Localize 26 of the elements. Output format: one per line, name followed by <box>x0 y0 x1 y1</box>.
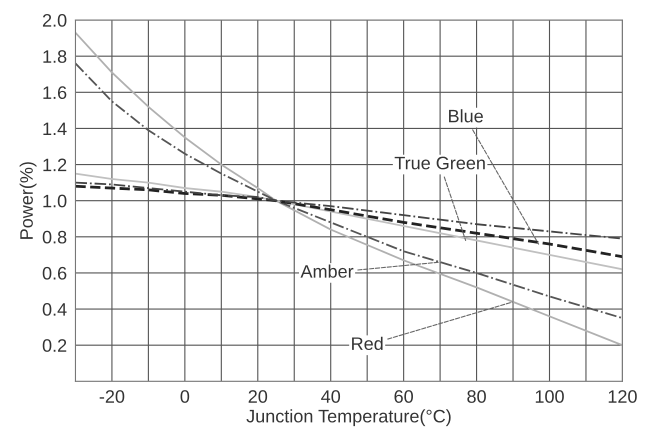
x-tick-label: 0 <box>180 390 190 403</box>
annotation: True Green <box>394 156 485 170</box>
annotation: Amber <box>300 264 354 278</box>
y-axis-title: Power(%) <box>20 162 36 239</box>
y-tick-label: 1.2 <box>43 158 66 172</box>
x-tick-label: -20 <box>100 390 124 403</box>
y-tick-label: 0.8 <box>42 230 66 244</box>
x-tick-label: 80 <box>467 390 486 403</box>
x-tick-label: 120 <box>608 390 637 403</box>
y-tick-label: 1.8 <box>43 50 66 63</box>
y-tick-label: 1.4 <box>43 122 67 135</box>
y-tick-label: 1.6 <box>43 86 66 100</box>
y-tick-label: 0.4 <box>42 303 67 316</box>
x-tick-label: 100 <box>536 390 564 403</box>
annotation: Red <box>352 336 383 350</box>
line-series <box>75 182 622 240</box>
y-tick-label: 0.6 <box>42 266 66 280</box>
y-tick-label: 2.0 <box>42 14 66 27</box>
y-tick-label: 1.0 <box>43 194 66 208</box>
line-series <box>75 184 622 258</box>
y-tick-label: 0.2 <box>42 339 66 352</box>
annotation: Blue <box>449 109 483 122</box>
x-tick-label: 40 <box>321 390 340 403</box>
x-tick-label: 20 <box>248 390 268 403</box>
x-tick-label: 60 <box>394 390 413 403</box>
x-axis-title: Junction Temperature(°C) <box>246 409 451 426</box>
